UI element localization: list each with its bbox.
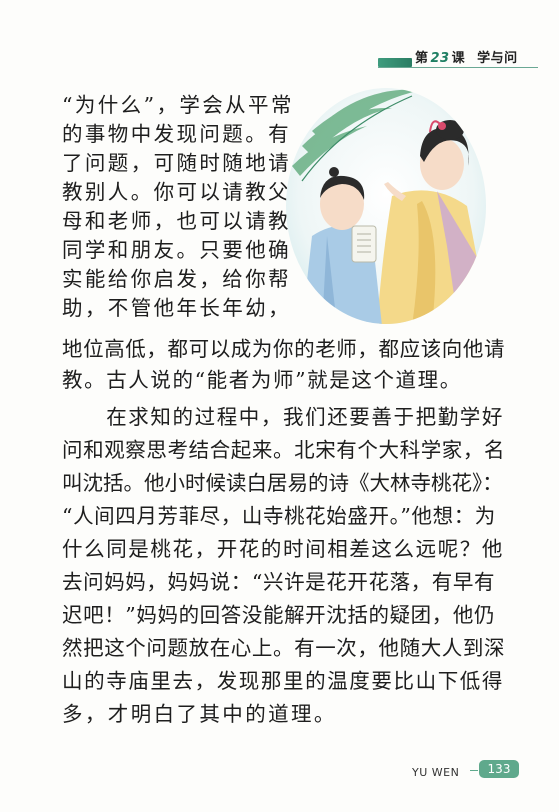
text-line: 了问题，可随时随地请 [62, 151, 291, 175]
text-line: 母和老师，也可以请教 [62, 209, 291, 233]
text-line: 多，才明白了其中的道理。 [62, 702, 337, 726]
text-line: 迟吧！”妈妈的回答没能解开沈括的疑团，他仍 [62, 603, 496, 627]
lesson-prefix: 第 [415, 51, 429, 66]
text-line: 去问妈妈，妈妈说：“兴许是花开花落，有早有 [62, 570, 496, 594]
text-line: 助，不管他年长年幼， [62, 296, 291, 320]
footer-label: YU WEN [412, 766, 460, 779]
text-line: 问和观察思考结合起来。北宋有个大科学家，名 [62, 438, 506, 462]
lesson-title: 学与问 [477, 51, 518, 66]
text-line: “为什么”，学会从平常 [62, 93, 294, 117]
footer-tick [470, 770, 478, 771]
lesson-number: 23 [430, 51, 450, 66]
header-accent-bar [378, 58, 412, 67]
lesson-unit: 课 [451, 51, 466, 66]
text-line: 山的寺庙里去，发现那里的温度要比山下低得 [62, 669, 504, 693]
text-line: 同学和朋友。只要他确 [62, 238, 291, 262]
text-line: 在求知的过程中，我们还要善于把勤学好 [62, 405, 504, 429]
text-line: 然把这个问题放在心上。有一次，他随大人到深 [62, 636, 506, 660]
text-line: 叫沈括。他小时候读白居易的诗《大林寺桃花》： [62, 471, 503, 495]
illustration-teacher-child [286, 88, 486, 324]
text-line: 教别人。你可以请教父 [62, 180, 291, 204]
text-line: 地位高低，都可以成为你的老师，都应该向他请 [62, 337, 506, 361]
text-line: 的事物中发现问题。有 [62, 122, 291, 146]
text-line: 什么同是桃花，开花的时间相差这么远呢？他 [62, 537, 504, 561]
header-rule [378, 67, 538, 68]
lesson-header: 第 23 课学与问 [415, 47, 518, 66]
page-number-badge: 133 [479, 760, 519, 778]
text-line: 实能给你启发，给你帮 [62, 267, 291, 291]
text-line: “人间四月芳菲尽，山寺桃花始盛开。”他想：为 [62, 504, 496, 528]
text-line: 教。古人说的“能者为师”就是这个道理。 [62, 368, 462, 392]
